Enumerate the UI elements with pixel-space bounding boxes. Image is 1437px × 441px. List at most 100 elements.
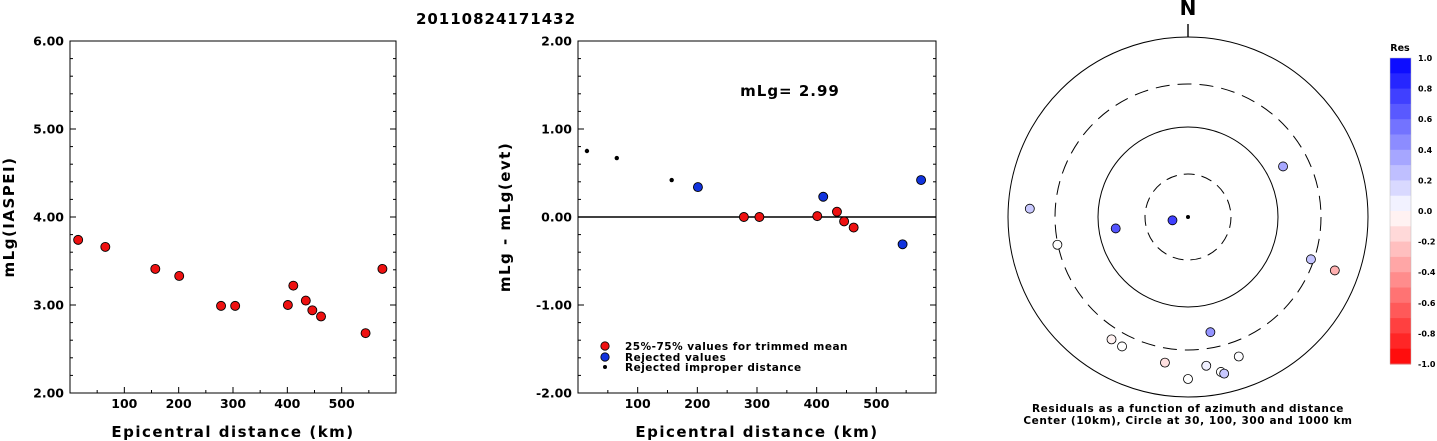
y-tick-label: 2.00 (541, 34, 572, 49)
trimmed-mean-point (738, 212, 749, 222)
magnitude-distance-plot: 100 200 300 400 500 2.00 3.00 4.00 5.00 6.00 Epi… (0, 34, 397, 441)
colorbar-tick-label: 1.0 (1418, 54, 1433, 63)
plot2-points (584, 148, 927, 250)
plot2-x-label: Epicentral distance (km) (635, 423, 878, 441)
colorbar-tick-label: 0.6 (1418, 115, 1433, 124)
y-tick-label: 6.00 (33, 34, 64, 49)
ring-300km (1054, 83, 1322, 351)
x-tick-label: 100 (111, 396, 137, 411)
data-point (282, 300, 293, 310)
y-tick-label: 2.00 (33, 386, 64, 401)
north-label: N (1180, 0, 1197, 20)
colorbar-swatch (1390, 73, 1411, 90)
epicenter-marker (1186, 215, 1190, 219)
colorbar-tick-label: -0.4 (1418, 268, 1436, 277)
ring-100km (1097, 126, 1279, 308)
colorbar-swatch (1390, 211, 1411, 227)
legend-marker-trimmed (600, 341, 610, 351)
data-point (360, 328, 371, 339)
trimmed-mean-point (832, 206, 842, 217)
station-marker (1205, 327, 1216, 338)
station-marker (1233, 351, 1244, 362)
colorbar-swatch (1390, 149, 1411, 166)
ring-1000km (1007, 36, 1369, 398)
colorbar-tick-label: 0.8 (1418, 85, 1433, 94)
plot1-x-axis: 100 200 300 400 500 (96, 387, 370, 411)
plot1-y-label: mLg(IASPEI) (0, 157, 18, 278)
map-caption-line2: Center (10km), Circle at 30, 100, 300 an… (1023, 415, 1352, 427)
x-tick-label: 200 (684, 396, 710, 411)
station-marker (1219, 368, 1230, 379)
map-caption-line1: Residuals as a function of azimuth and d… (1032, 403, 1344, 415)
improper-distance-point (584, 148, 590, 154)
colorbar-tick-label: 0.4 (1418, 146, 1433, 155)
colorbar-swatch (1390, 348, 1411, 365)
colorbar-swatch (1390, 103, 1411, 120)
colorbar-swatch (1390, 165, 1411, 181)
trimmed-mean-point (839, 216, 850, 227)
colorbar-tick-label: -0.2 (1418, 238, 1436, 247)
colorbar-swatch (1390, 302, 1411, 319)
x-tick-label: 100 (625, 396, 651, 411)
y-tick-label: -2.00 (536, 386, 572, 401)
x-tick-label: 500 (863, 396, 889, 411)
y-tick-label: 3.00 (33, 298, 64, 313)
map-stations (1024, 161, 1340, 384)
event-title: 20110824171432 (416, 10, 576, 28)
station-marker (1329, 265, 1340, 276)
station-marker (1024, 203, 1035, 214)
station-marker (1278, 161, 1288, 172)
mlg-annotation: mLg= 2.99 (740, 82, 840, 100)
colorbar-title: Res (1390, 43, 1410, 54)
rejected-point (916, 175, 927, 185)
data-point (174, 271, 185, 281)
colorbar-tick-label: -1.0 (1418, 360, 1436, 369)
y-tick-label: 5.00 (33, 122, 64, 137)
azimuth-residual-map: N Residuals as a function of azimuth and… (1007, 0, 1369, 427)
ring-30km (1144, 173, 1232, 261)
station-marker (1110, 223, 1121, 234)
station-marker (1167, 215, 1178, 226)
legend-label-trimmed: 25%-75% values for trimmed mean (625, 341, 848, 353)
trimmed-mean-point (848, 222, 859, 233)
trimmed-mean-point (754, 212, 765, 222)
legend-marker-improper (603, 365, 607, 369)
colorbar-tick-label: -0.6 (1418, 299, 1436, 308)
legend-label-improper: Rejected improper distance (625, 362, 802, 374)
legend-label-rejected: Rejected values (625, 352, 726, 364)
data-point (307, 305, 318, 316)
colorbar-swatch (1390, 226, 1411, 243)
x-tick-label: 200 (166, 396, 192, 411)
colorbar-labels: 1.0 0.8 0.6 0.4 0.2 0.0 -0.2 -0.4 -0.6 -0.8 -1.0 (1418, 54, 1436, 369)
data-point (73, 234, 84, 245)
x-tick-label: 400 (274, 396, 300, 411)
plot2-legend: 25%-75% values for trimmed mean Rejected… (600, 341, 848, 374)
colorbar-swatch (1390, 333, 1411, 350)
colorbar-swatch (1390, 195, 1411, 212)
station-marker (1117, 341, 1127, 352)
colorbar-swatch (1390, 272, 1411, 288)
station-marker (1106, 334, 1117, 345)
colorbar-swatches (1389, 57, 1412, 365)
y-tick-label: -1.00 (536, 298, 572, 313)
data-point (316, 311, 326, 322)
data-point (377, 263, 388, 274)
station-marker (1052, 239, 1063, 250)
plot2-y-label: mLg - mLg(evt) (496, 142, 514, 292)
colorbar-swatch (1390, 119, 1411, 135)
trimmed-mean-point (812, 211, 823, 222)
station-marker (1306, 254, 1316, 265)
y-tick-label: 0.00 (541, 210, 572, 225)
data-point (288, 280, 299, 291)
legend-marker-rejected (600, 352, 610, 362)
rejected-point (818, 191, 829, 202)
rejected-point (692, 182, 703, 193)
plot1-frame (69, 40, 397, 394)
station-marker (1160, 357, 1170, 368)
data-point (216, 300, 226, 311)
rejected-point (897, 239, 908, 250)
plot1-points (73, 234, 388, 339)
residual-colorbar: Res 1.0 0.8 0.6 0.4 0.2 0.0 -0.2 -0.4 -0.6 -0.8 -1… (1389, 43, 1436, 369)
station-marker (1183, 374, 1193, 384)
